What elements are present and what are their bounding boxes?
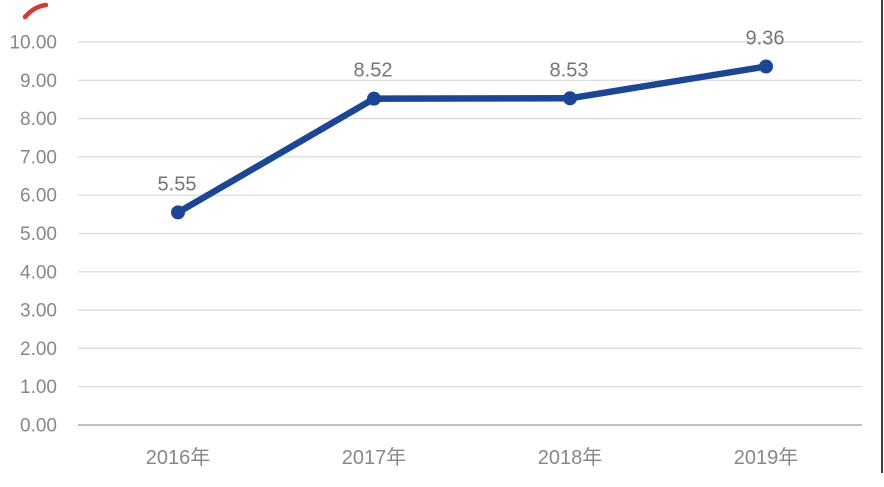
data-point-marker bbox=[171, 205, 185, 220]
y-tick-label: 7.00 bbox=[20, 147, 57, 168]
data-point-label: 8.52 bbox=[354, 60, 393, 82]
data-point-marker bbox=[367, 91, 381, 106]
data-point-label: 5.55 bbox=[158, 173, 197, 195]
data-point-label: 9.36 bbox=[746, 28, 785, 50]
y-tick-label: 2.00 bbox=[20, 339, 57, 360]
y-tick-label: 1.00 bbox=[20, 377, 57, 398]
y-tick-label: 3.00 bbox=[20, 301, 57, 322]
x-tick-label: 2019年 bbox=[734, 446, 799, 469]
y-tick-label: 4.00 bbox=[20, 262, 57, 283]
y-tick-label: 6.00 bbox=[20, 186, 57, 207]
y-tick-label: 10.00 bbox=[9, 33, 57, 54]
y-tick-label: 8.00 bbox=[20, 109, 57, 130]
x-tick-label: 2016年 bbox=[146, 446, 211, 469]
x-tick-label: 2018年 bbox=[538, 446, 603, 469]
series-line bbox=[174, 63, 770, 216]
data-point-marker bbox=[759, 59, 773, 74]
y-tick-label: 5.00 bbox=[20, 224, 57, 245]
data-point-marker bbox=[563, 91, 577, 106]
right-edge-border bbox=[881, 0, 883, 473]
data-point-label: 8.53 bbox=[550, 59, 589, 81]
y-tick-label: 0.00 bbox=[20, 416, 57, 437]
y-tick-label: 9.00 bbox=[20, 71, 57, 92]
x-tick-label: 2017年 bbox=[342, 446, 407, 469]
